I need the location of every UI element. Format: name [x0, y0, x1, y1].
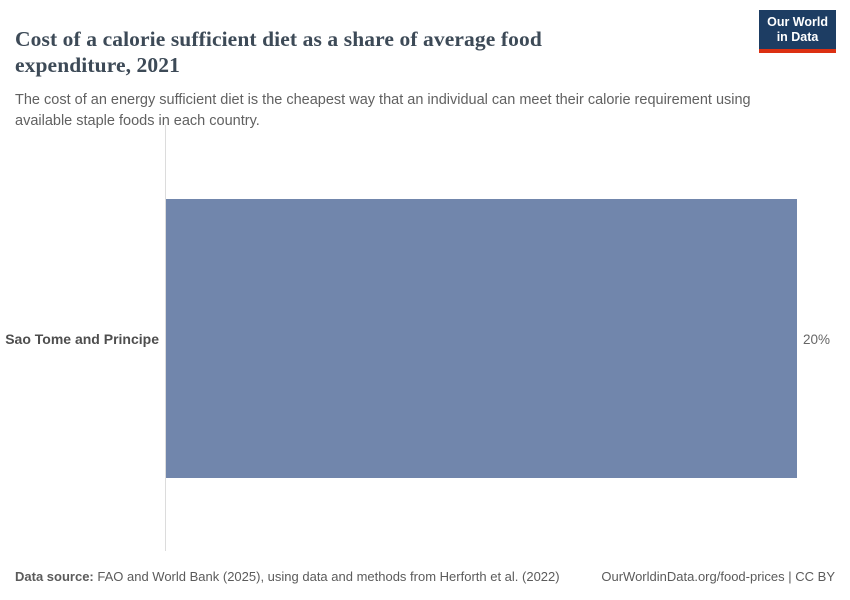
owid-logo-line1: Our World [767, 15, 828, 29]
owid-link[interactable]: OurWorldinData.org/food-prices | CC BY [601, 569, 835, 584]
owid-logo[interactable]: Our World in Data [759, 10, 836, 53]
owid-logo-line2: in Data [776, 30, 819, 44]
data-source-text: FAO and World Bank (2025), using data an… [97, 569, 560, 584]
entity-label[interactable]: Sao Tome and Principe [5, 331, 159, 347]
data-source-label: Data source: [15, 569, 94, 584]
chart-subtitle: The cost of an energy sufficient diet is… [15, 91, 751, 129]
y-axis-line [165, 125, 166, 551]
chart-title: Cost of a calorie sufficient diet as a s… [15, 27, 542, 78]
bar-segment[interactable] [166, 199, 797, 478]
data-source-note: Data source: FAO and World Bank (2025), … [15, 569, 560, 584]
bar-value-label: 20% [803, 332, 831, 347]
